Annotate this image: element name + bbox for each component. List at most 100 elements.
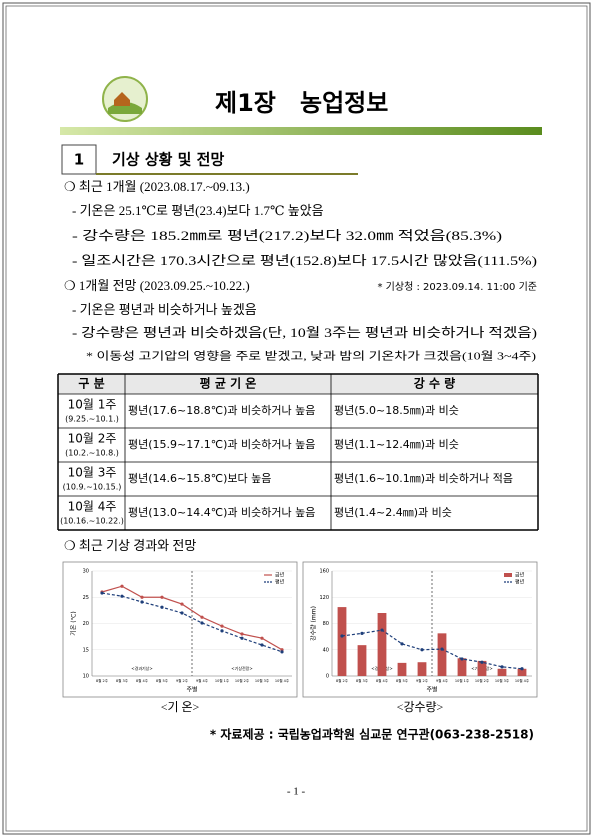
bar: [337, 607, 347, 676]
legend-label: 금년: [515, 572, 525, 579]
bar: [477, 660, 487, 676]
source: * 자료제공 : 국립농업과학원 심교문 연구관(063-238-2518): [210, 727, 534, 742]
point: [460, 657, 464, 661]
table-cell: 평년(17.6~18.8℃)과 비슷하거나 높음: [128, 403, 315, 417]
x-tick-label: 10월 3주: [255, 678, 270, 683]
chapter: 제1장: [215, 89, 276, 117]
caption: <강수량>: [397, 700, 444, 714]
annotation: <경과기상>: [131, 665, 152, 671]
y-axis-label: 기온 (℃): [70, 611, 78, 635]
bar: [437, 633, 447, 676]
line: [101, 592, 283, 653]
point: [240, 636, 244, 640]
table-cell: (10.16.~10.22.): [60, 517, 124, 526]
table-cell: 평년(15.9~17.1℃)과 비슷하거나 높음: [128, 437, 315, 451]
x-tick-label: 8월 2주: [96, 678, 109, 683]
y-tick-label: 20: [83, 621, 89, 627]
point: [480, 660, 484, 664]
x-tick-label: 10월 2주: [235, 678, 250, 683]
line: [101, 585, 283, 651]
y-tick-label: 25: [83, 595, 89, 601]
table-cell: (9.25.~10.1.): [65, 415, 119, 424]
bar: [417, 662, 427, 676]
x-tick-label: 9월 2주: [416, 678, 429, 683]
caption: <기 온>: [161, 700, 200, 714]
table-cell: 평년(1.1~12.4㎜)과 비슷: [334, 438, 459, 451]
point: [280, 650, 284, 654]
table-cell: (10.2.~10.8.): [65, 449, 119, 458]
point: [240, 632, 244, 636]
bar: [357, 645, 367, 676]
y-tick-label: 160: [319, 569, 329, 575]
point: [180, 611, 184, 615]
y-tick-label: 15: [83, 647, 89, 653]
table-cell: 평년(1.4~2.4㎜)과 비슷: [334, 506, 452, 519]
body-line: - 강수량은 평년과 비슷하겠음(단, 10월 3주는 평년과 비슷하거나 적겠…: [72, 325, 537, 340]
table-cell: 10월 1주: [68, 398, 117, 412]
legend-label: 평년: [515, 579, 525, 586]
table-header: 강 수 량: [414, 377, 455, 391]
bar: [377, 613, 387, 676]
point: [100, 591, 104, 595]
y-tick-label: 0: [326, 674, 329, 680]
x-tick-label: 8월 5주: [396, 678, 409, 683]
body-line: * 이동성 고기압의 영향을 주로 받겠고, 낮과 밤의 기온차가 크겠음(10…: [86, 350, 536, 363]
x-axis-label: 주별: [186, 686, 197, 694]
point: [440, 647, 444, 651]
body-line: - 일조시간은 170.3시간으로 평년(152.8)보다 17.5시간 많았음…: [72, 253, 537, 268]
subsection: ❍ 최근 기상 경과와 전망: [64, 538, 196, 553]
point: [260, 643, 264, 647]
x-axis-label: 주별: [426, 686, 437, 694]
point: [140, 600, 144, 604]
section-number: 1: [74, 151, 84, 169]
table-cell: 10월 4주: [68, 500, 117, 514]
table-cell: 10월 2주: [68, 432, 117, 446]
x-tick-label: 8월 3주: [116, 678, 129, 683]
table-header: 평 균 기 온: [200, 376, 257, 391]
y-tick-label: 80: [323, 621, 329, 627]
point: [200, 621, 204, 625]
legend-label: 금년: [275, 572, 285, 579]
table-cell: 평년(1.6~10.1㎜)과 비슷하거나 적음: [334, 471, 513, 485]
point: [200, 615, 204, 619]
table-cell: 평년(5.0~18.5㎜)과 비슷: [334, 404, 459, 417]
bar: [457, 658, 467, 676]
annotation: <기상전망>: [231, 665, 252, 671]
line: [341, 629, 523, 670]
x-tick-label: 10월 4주: [515, 678, 530, 683]
body-line: ❍ 1개월 전망 (2023.09.25.~10.22.): [64, 278, 250, 293]
x-tick-label: 10월 4주: [275, 678, 290, 683]
point: [140, 595, 144, 599]
x-tick-label: 9월 2주: [176, 678, 189, 683]
logo: [102, 76, 148, 122]
point: [360, 631, 364, 635]
x-tick-label: 8월 2주: [336, 678, 349, 683]
bar: [517, 668, 527, 676]
x-tick-label: 8월 4주: [136, 678, 149, 683]
x-tick-label: 8월 5주: [156, 678, 169, 683]
table-cell: 10월 3주: [68, 466, 117, 480]
legend-swatch: [504, 573, 512, 577]
point: [520, 667, 524, 671]
bar: [397, 662, 407, 676]
point: [420, 648, 424, 652]
y-tick-label: 40: [323, 647, 329, 653]
point: [340, 634, 344, 638]
table-header-bg: [58, 374, 538, 394]
x-tick-label: 8월 3주: [356, 678, 369, 683]
note: * 기상청 : 2023.09.14. 11:00 기준: [377, 281, 537, 293]
section-title: 기상 상황 및 전망: [112, 151, 224, 169]
x-tick-label: 10월 2주: [475, 678, 490, 683]
table-header: 구 분: [78, 377, 104, 391]
body-line: - 기온은 평년과 비슷하거나 높겠음: [72, 302, 257, 317]
chart-frame: [62, 561, 298, 698]
x-tick-label: 8월 4주: [376, 678, 389, 683]
x-tick-label: 10월 3주: [495, 678, 510, 683]
x-tick-label: 10월 1주: [455, 678, 470, 683]
body-line: - 강수량은 185.2㎜로 평년(217.2)보다 32.0㎜ 적었음(85.…: [72, 228, 502, 243]
table-cell: (10.9.~10.15.): [63, 483, 122, 492]
x-tick-label: 9월 4주: [196, 678, 209, 683]
point: [400, 642, 404, 646]
